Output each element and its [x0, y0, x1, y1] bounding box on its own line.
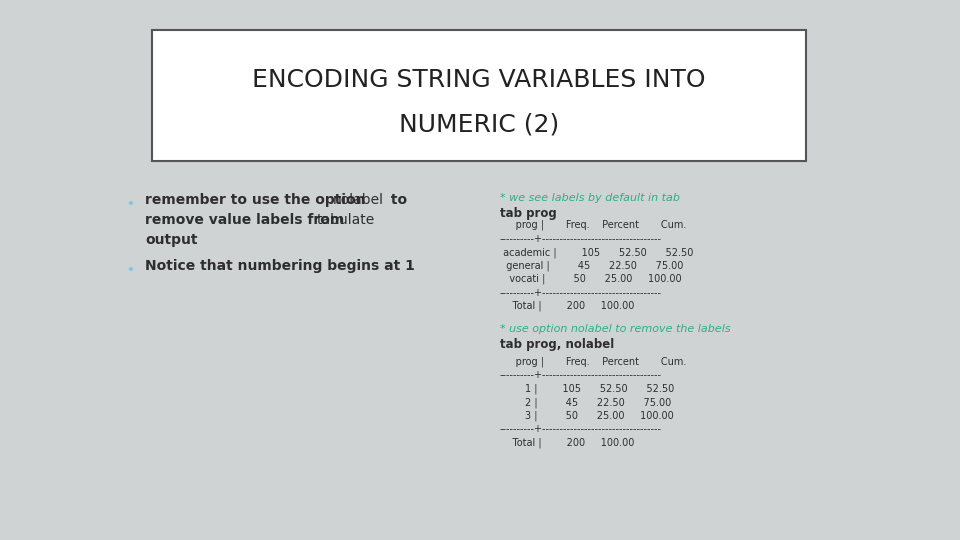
Text: tab prog, nolabel: tab prog, nolabel	[500, 338, 614, 351]
Text: remember to use the option: remember to use the option	[145, 193, 371, 207]
Text: ----------+----------------------------------: ----------+-----------------------------…	[500, 424, 662, 434]
Text: vocati |         50      25.00     100.00: vocati | 50 25.00 100.00	[500, 274, 682, 285]
Text: tab prog: tab prog	[500, 206, 557, 219]
Text: ----------+----------------------------------: ----------+-----------------------------…	[500, 233, 662, 244]
Text: * use option nolabel to remove the labels: * use option nolabel to remove the label…	[500, 325, 731, 334]
Text: remove value labels from: remove value labels from	[145, 213, 349, 227]
Text: ENCODING STRING VARIABLES INTO: ENCODING STRING VARIABLES INTO	[252, 68, 706, 92]
Text: general |         45      22.50      75.00: general | 45 22.50 75.00	[500, 260, 684, 271]
Text: 3 |         50      25.00     100.00: 3 | 50 25.00 100.00	[500, 410, 674, 421]
Text: tabulate: tabulate	[317, 213, 375, 227]
Text: ----------+----------------------------------: ----------+-----------------------------…	[500, 370, 662, 380]
Text: prog |       Freq.    Percent       Cum.: prog | Freq. Percent Cum.	[500, 220, 686, 231]
Text: ----------+----------------------------------: ----------+-----------------------------…	[500, 287, 662, 298]
Text: Total |        200     100.00: Total | 200 100.00	[500, 301, 635, 312]
Text: nolabel: nolabel	[333, 193, 384, 207]
Text: to: to	[386, 193, 407, 207]
Text: •: •	[126, 198, 134, 211]
Text: * we see labels by default in tab: * we see labels by default in tab	[500, 193, 680, 203]
Text: academic |        105      52.50      52.50: academic | 105 52.50 52.50	[500, 247, 693, 258]
Text: 1 |        105      52.50      52.50: 1 | 105 52.50 52.50	[500, 383, 674, 394]
Text: output: output	[145, 233, 198, 247]
Text: NUMERIC (2): NUMERIC (2)	[399, 112, 559, 136]
FancyBboxPatch shape	[152, 30, 806, 161]
Text: •: •	[126, 264, 134, 277]
Text: 2 |         45      22.50      75.00: 2 | 45 22.50 75.00	[500, 397, 671, 408]
Text: Total |        200     100.00: Total | 200 100.00	[500, 437, 635, 448]
Text: prog |       Freq.    Percent       Cum.: prog | Freq. Percent Cum.	[500, 356, 686, 367]
Text: Notice that numbering begins at 1: Notice that numbering begins at 1	[145, 259, 415, 273]
